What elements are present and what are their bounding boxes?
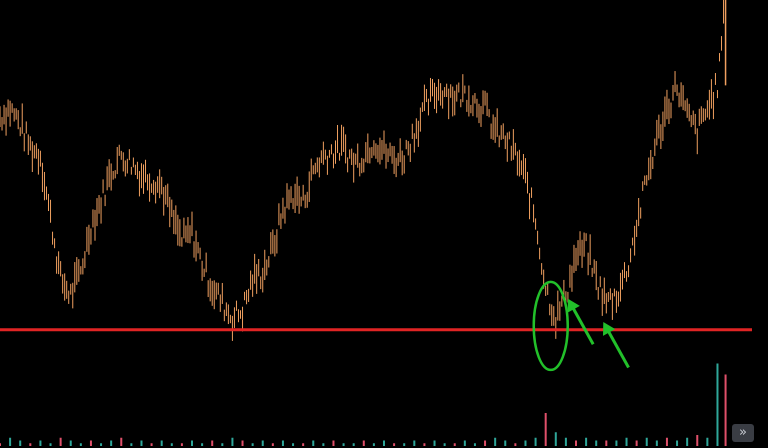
volume-bar [29, 443, 32, 446]
volume-bar [554, 432, 557, 446]
volume-bar [39, 440, 42, 446]
volume-bar [544, 413, 547, 446]
volume-bar [696, 435, 699, 446]
volume-bar [292, 443, 295, 446]
volume-bar [575, 440, 577, 446]
volume-bar [484, 440, 487, 446]
volume-bar [645, 437, 648, 446]
volume-bar [261, 440, 264, 446]
volume-bar [453, 443, 456, 446]
volume-bar [393, 443, 396, 446]
volume-bar [19, 440, 22, 446]
volume-bar [403, 443, 406, 446]
volume-bar [413, 440, 416, 446]
volume-bar [89, 440, 92, 446]
volume-bar [79, 443, 82, 446]
volume-bar [443, 443, 446, 446]
volume-bar [352, 443, 355, 446]
volume-bar [342, 443, 345, 446]
volume-bar [49, 443, 52, 446]
volume-bar [635, 440, 638, 446]
volume-bar [251, 443, 254, 446]
volume-bar [140, 440, 143, 446]
volume-bar [241, 440, 244, 446]
volume-bar [191, 440, 193, 446]
volume-bar [372, 443, 375, 446]
volume-bar [322, 443, 325, 446]
volume-bar [312, 440, 315, 446]
volume-bar [170, 443, 173, 446]
volume-bar [221, 443, 224, 446]
volume-bar [211, 440, 214, 446]
volume-bar [585, 437, 588, 446]
volume-bar [362, 440, 365, 446]
volume-bar [383, 440, 385, 446]
volume-bar [686, 437, 689, 446]
volume-bar [271, 443, 274, 446]
volume-bar [534, 437, 537, 446]
volume-bar [231, 437, 234, 446]
volume-bar [524, 440, 527, 446]
volume-bar [130, 443, 133, 446]
volume-bar [615, 440, 618, 446]
volume-bar [59, 437, 62, 446]
annotations [532, 280, 630, 372]
volume-bar [514, 443, 517, 446]
volume-bar [504, 440, 507, 446]
volume-bar [625, 437, 628, 446]
volume-bar [9, 437, 12, 446]
volume-bar [605, 440, 608, 446]
volume-bar [150, 443, 153, 446]
annotation-arrow [570, 305, 595, 345]
volume-bar [706, 437, 709, 446]
volume-bar [110, 440, 113, 446]
volume-bar [281, 440, 284, 446]
volume-bar [201, 443, 204, 446]
volume-bar [433, 440, 436, 446]
volume-bar [665, 437, 668, 446]
volume-bar [423, 443, 426, 446]
scroll-right-button[interactable]: » [732, 424, 754, 442]
volume-bar [716, 363, 719, 446]
volume-bars [0, 363, 727, 446]
volume-bar [302, 443, 305, 446]
annotation-arrowhead [567, 298, 580, 313]
volume-bar [0, 443, 1, 446]
volume-bar [724, 374, 727, 446]
volume-bar [69, 440, 72, 446]
annotation-arrowhead [602, 322, 616, 336]
annotation-arrow [605, 328, 630, 369]
volume-bar [180, 443, 183, 446]
highlight-ellipse [532, 280, 569, 372]
volume-bar [655, 440, 658, 446]
volume-bar [595, 440, 598, 446]
volume-bar [463, 440, 466, 446]
volume-bar [332, 440, 335, 446]
volume-bar [676, 440, 679, 446]
volume-bar [100, 443, 103, 446]
volume-bar [473, 443, 476, 446]
volume-bar [494, 437, 497, 446]
volume-bar [564, 437, 567, 446]
volume-bar [120, 437, 123, 446]
volume-bar [160, 440, 163, 446]
